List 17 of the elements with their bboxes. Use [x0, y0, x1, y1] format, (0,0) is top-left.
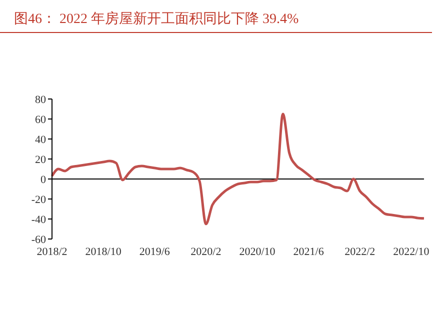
y-tick-label: -20	[31, 194, 46, 206]
y-tick-label: 20	[35, 154, 46, 166]
x-tick-label: 2022/10	[393, 246, 430, 258]
x-tick-label: 2020/10	[239, 246, 276, 258]
x-tick-label: 2020/2	[190, 246, 222, 258]
y-tick-label: 0	[40, 174, 46, 186]
chart-title: 图46： 2022 年房屋新开工面积同比下降 39.4%	[0, 0, 432, 33]
x-tick-label: 2019/6	[139, 246, 170, 258]
y-tick-label: 40	[35, 134, 46, 146]
x-tick-label: 2018/10	[85, 246, 122, 258]
y-tick-label: -40	[31, 214, 46, 226]
y-tick-label: -60	[31, 234, 46, 246]
x-tick-label: 2018/2	[36, 246, 68, 258]
y-tick-label: 80	[35, 94, 46, 106]
y-tick-label: 60	[35, 114, 46, 126]
x-tick-label: 2021/6	[293, 246, 324, 258]
x-tick-label: 2022/2	[344, 246, 376, 258]
